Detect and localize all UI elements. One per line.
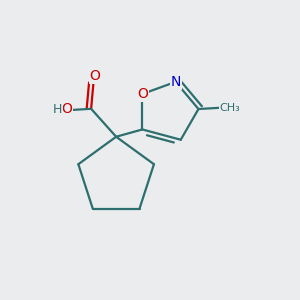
Text: O: O [137, 87, 148, 101]
Text: CH₃: CH₃ [220, 103, 240, 112]
Text: O: O [89, 69, 100, 83]
Text: N: N [170, 75, 181, 89]
Text: H: H [53, 103, 62, 116]
Text: O: O [61, 102, 72, 116]
